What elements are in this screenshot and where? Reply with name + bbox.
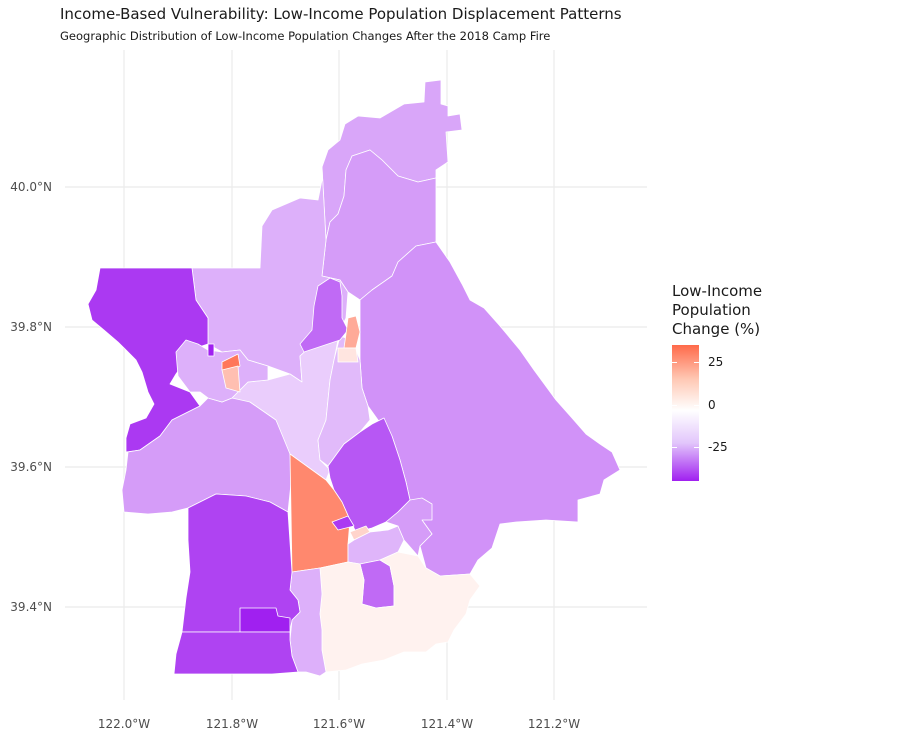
legend-tick-mark [672,362,699,363]
x-tick-label: 121.4°W [421,717,473,731]
y-tick-label: 39.6°N [10,460,52,474]
y-tick-label: 39.4°N [10,600,52,614]
region-south-small-purple[interactable] [359,559,395,609]
region-south-east-mid[interactable] [385,497,433,557]
legend-tick-label: -25 [708,440,728,454]
region-central-north-inner[interactable] [317,335,371,467]
region-oroville-small-purple[interactable] [331,515,355,531]
region-south-central-lower[interactable] [289,567,327,677]
legend-tick-label: 25 [708,355,724,369]
x-tick-label: 121.8°W [206,717,258,731]
legend-tick-mark [672,447,699,448]
legend-tick-mark [672,404,699,406]
legend: Low-Income Population Change (%) 25 0 -2… [672,282,792,481]
chart-title: Income-Based Vulnerability: Low-Income P… [60,5,622,23]
region-paradise-strip[interactable] [299,277,349,353]
x-tick-label: 121.6°W [313,717,365,731]
region-paradise-small-light[interactable] [337,347,359,363]
x-tick-label: 122.0°W [98,717,150,731]
chart-subtitle: Geographic Distribution of Low-Income Po… [60,29,551,43]
legend-title-line: Change (%) [672,320,761,338]
region-chico-orange[interactable] [221,365,241,393]
legend-colorbar-area: 25 0 -25 [672,345,792,481]
legend-title: Low-Income Population Change (%) [672,282,792,339]
region-chico-dark[interactable] [207,343,215,357]
x-tick-label: 121.2°W [528,717,580,731]
region-southwest[interactable] [181,493,301,633]
legend-tick-label: 0 [708,397,716,412]
region-paradise-orange[interactable] [343,315,361,349]
legend-colorbar [672,345,699,481]
legend-title-line: Population [672,301,751,319]
region-southeast[interactable] [319,551,481,673]
region-south-west-bottom[interactable] [173,631,299,675]
y-tick-label: 40.0°N [10,180,52,194]
y-tick-label: 39.8°N [10,320,52,334]
legend-title-line: Low-Income [672,282,763,300]
